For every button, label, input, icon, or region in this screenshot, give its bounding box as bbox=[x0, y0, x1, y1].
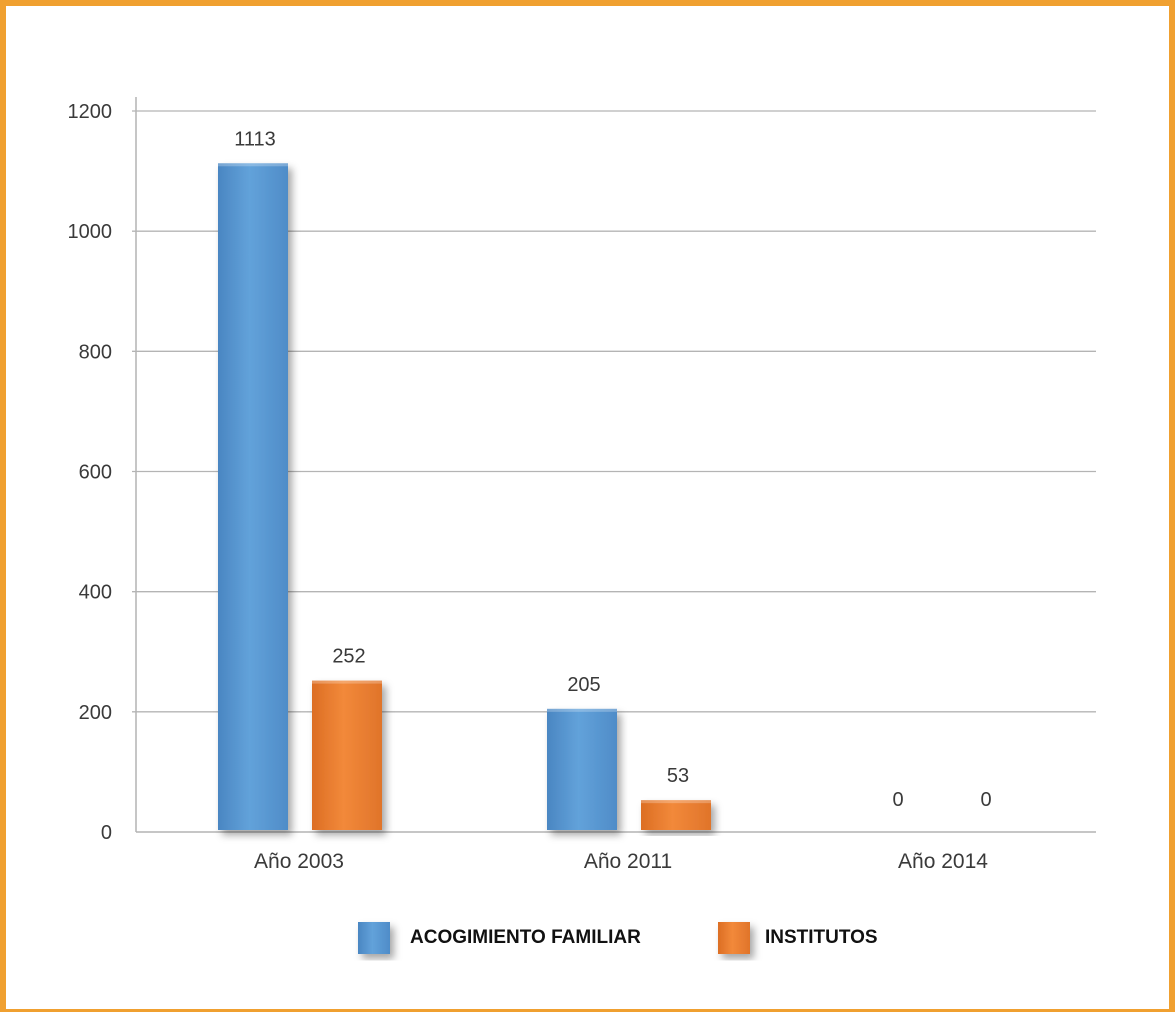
y-tick-label: 800 bbox=[79, 341, 112, 363]
y-tick-label: 1000 bbox=[68, 221, 113, 243]
bar-institutos-0 bbox=[312, 680, 382, 830]
bar-chart: 0 200 400 600 800 1000 1200 1113 252 Año 2003 205 5… bbox=[68, 97, 1096, 954]
data-label: 53 bbox=[667, 765, 689, 787]
data-label: 0 bbox=[892, 789, 903, 811]
bar-acogimiento-1 bbox=[547, 708, 617, 830]
labels: 0 200 400 600 800 1000 1200 1113 252 Año 2003 205 5… bbox=[68, 101, 992, 873]
bar-highlight bbox=[547, 708, 617, 712]
legend-label-institutos: INSTITUTOS bbox=[765, 927, 878, 948]
x-tick-label: Año 2011 bbox=[584, 850, 672, 873]
y-tick-label: 0 bbox=[101, 822, 112, 844]
data-label: 252 bbox=[332, 646, 365, 668]
axes bbox=[135, 97, 1096, 833]
y-tick-label: 200 bbox=[79, 702, 112, 724]
data-label: 0 bbox=[980, 789, 991, 811]
bar-institutos-1 bbox=[641, 800, 711, 830]
x-tick-label: Año 2014 bbox=[898, 850, 988, 873]
bar-acogimiento-0 bbox=[218, 163, 288, 830]
legend: ACOGIMIENTO FAMILIAR INSTITUTOS bbox=[358, 922, 878, 954]
y-tick-label: 1200 bbox=[68, 101, 113, 123]
x-tick-label: Año 2003 bbox=[254, 850, 344, 873]
bars bbox=[218, 163, 711, 830]
y-tick-label: 400 bbox=[79, 582, 112, 604]
legend-label-acogimiento: ACOGIMIENTO FAMILIAR bbox=[410, 927, 641, 948]
bar-highlight bbox=[312, 680, 382, 684]
y-tick-label: 600 bbox=[79, 462, 112, 484]
bar-highlight bbox=[641, 800, 711, 804]
data-label: 1113 bbox=[234, 128, 276, 150]
gridlines bbox=[132, 110, 1096, 713]
data-label: 205 bbox=[567, 674, 600, 696]
bar-highlight bbox=[218, 163, 288, 167]
legend-swatch-acogimiento bbox=[358, 922, 390, 954]
legend-swatch-institutos bbox=[718, 922, 750, 954]
